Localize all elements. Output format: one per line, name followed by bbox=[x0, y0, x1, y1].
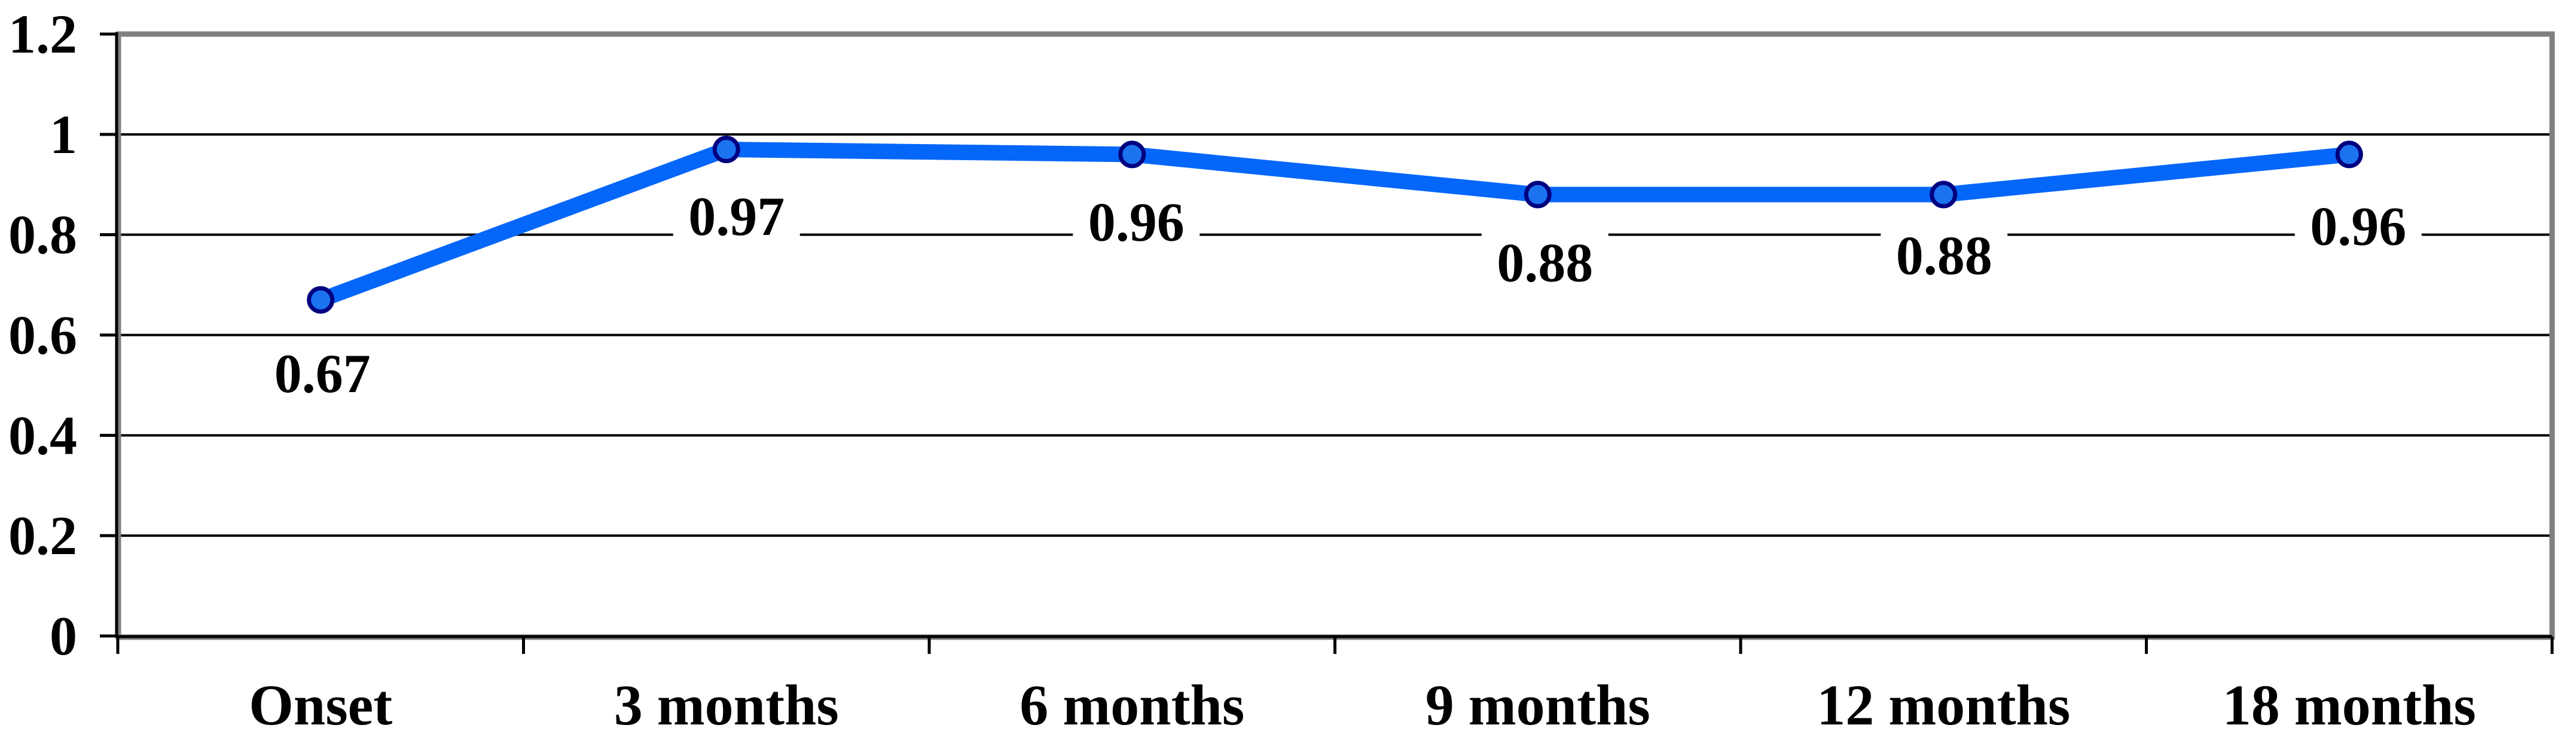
data-label: 0.88 bbox=[1497, 233, 1593, 293]
data-label-bg bbox=[1073, 192, 1200, 252]
y-tick-label: 0.6 bbox=[8, 305, 77, 366]
x-tick-label: 9 months bbox=[1426, 673, 1650, 734]
x-tick-label: 18 months bbox=[2223, 673, 2476, 734]
y-tick-label: 0.4 bbox=[8, 405, 77, 466]
data-label-bg bbox=[1481, 233, 1609, 293]
data-label-bg bbox=[2294, 196, 2422, 256]
data-point-marker bbox=[712, 136, 740, 164]
x-tick-label: 12 months bbox=[1817, 673, 2070, 734]
data-label-bg bbox=[673, 186, 800, 247]
x-tick-label: Onset bbox=[249, 673, 392, 734]
data-label: 0.97 bbox=[688, 186, 785, 247]
data-label: 0.96 bbox=[2310, 195, 2406, 256]
data-point-marker bbox=[1930, 181, 1958, 209]
y-tick-label: 0 bbox=[50, 605, 77, 666]
y-tick-label: 0.8 bbox=[8, 204, 77, 265]
data-point-marker bbox=[1118, 140, 1146, 169]
data-point-marker bbox=[2335, 140, 2363, 169]
data-label: 0.96 bbox=[1088, 191, 1185, 252]
x-tick-label: 6 months bbox=[1020, 673, 1244, 734]
data-label: 0.67 bbox=[274, 343, 371, 404]
y-tick-label: 0.2 bbox=[8, 505, 77, 566]
data-point-marker bbox=[307, 286, 335, 314]
series-line bbox=[318, 142, 2351, 307]
data-label: 0.88 bbox=[1896, 225, 1992, 286]
y-tick-label: 1.2 bbox=[8, 4, 77, 65]
data-label-bg bbox=[259, 343, 386, 403]
data-label-bg bbox=[1881, 225, 2008, 286]
y-tick-label: 1 bbox=[50, 104, 77, 165]
x-tick-label: 3 months bbox=[614, 673, 839, 734]
data-point-marker bbox=[1524, 181, 1552, 209]
